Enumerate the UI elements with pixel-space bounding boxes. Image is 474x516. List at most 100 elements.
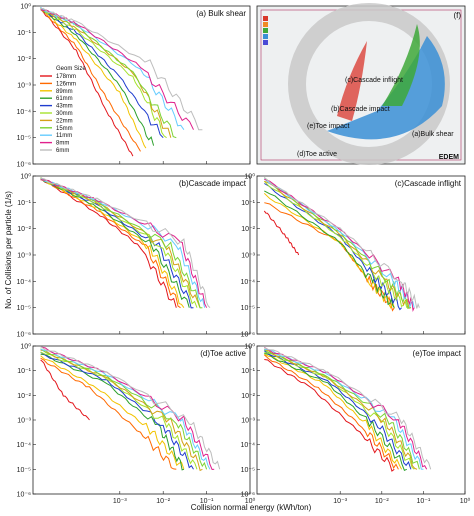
y-tick-label: 10⁰ [20, 3, 31, 11]
series-line-43mm [40, 9, 164, 139]
series-line-178mm [263, 210, 300, 256]
legend-label: 6mm [56, 148, 69, 154]
y-tick-label: 10⁻¹ [17, 30, 31, 37]
series-line-30mm [264, 352, 415, 470]
y-tick-label: 10⁻⁵ [241, 305, 255, 312]
zone-label: (c)Cascade inflight [345, 77, 403, 84]
zone-label: (b)Cascade impact [331, 106, 390, 113]
panel-title: (a) Bulk shear [196, 9, 246, 18]
charge-cascade [382, 24, 420, 106]
x-tick-label: 10⁻³ [333, 498, 347, 505]
x-tick-label: 10⁻³ [113, 498, 127, 505]
series-line-22mm [264, 180, 412, 309]
series-line-43mm [40, 178, 194, 309]
y-tick-label: 10⁻² [241, 226, 255, 233]
y-tick-label: 10⁻³ [17, 83, 31, 90]
y-tick-label: 10⁻⁴ [17, 109, 32, 116]
series-line-178mm [40, 359, 90, 421]
plot-frame [32, 345, 251, 495]
series-line-178mm [264, 359, 395, 472]
chart-panel-3: 10⁻⁶ 10⁻⁵ 10⁻⁴ 10⁻³ 10⁻² 10⁻¹ 10⁰ (c)Cascade in… [241, 173, 466, 339]
y-tick-label: 10⁰ [20, 173, 31, 181]
legend-label: 89mm [56, 89, 73, 95]
x-tick-label: 10⁻² [375, 498, 389, 505]
series-line-61mm [264, 352, 407, 471]
chart-panels: 10⁻⁶ 10⁻⁵ 10⁻⁴ 10⁻³ 10⁻² 10⁻¹ 10⁰ (a) Bulk shea… [17, 3, 471, 506]
legend-label: 15mm [56, 126, 73, 132]
series-line-61mm [40, 178, 190, 308]
y-tick-label: 10⁻³ [17, 418, 31, 425]
series-line-8mm [40, 8, 194, 130]
series-line-43mm [40, 351, 194, 470]
color-key-swatch [263, 16, 268, 21]
legend-label: 11mm [56, 133, 72, 139]
panel-tag: (f) [453, 11, 461, 20]
figure-xlabel: Collision normal energy (kWh/ton) [191, 503, 312, 512]
series-line-8mm [264, 178, 415, 312]
y-tick-label: 10⁰ [244, 343, 255, 351]
x-tick-label: 10⁻² [156, 498, 170, 505]
plot-frame [256, 175, 466, 335]
series-line-43mm [263, 350, 412, 470]
x-tick-label: 10⁰ [460, 497, 471, 505]
series-line-126mm [40, 9, 141, 152]
panel-title: (c)Cascade inflight [395, 179, 462, 188]
series-line-61mm [264, 190, 395, 308]
y-tick-label: 10⁻⁴ [17, 442, 32, 449]
legend-title: Geom Size [56, 66, 86, 72]
y-tick-label: 10⁻¹ [17, 200, 31, 207]
y-tick-label: 10⁻² [17, 56, 31, 63]
series-line-8mm [40, 179, 208, 308]
y-tick-label: 10⁻⁵ [17, 135, 31, 142]
simulation-panel: (c)Cascade inflight (b)Cascade impact (e)T… [256, 3, 466, 165]
legend-label: 126mm [56, 81, 76, 87]
y-tick-label: 10⁻⁴ [241, 279, 256, 286]
y-tick-label: 10⁻¹ [17, 368, 31, 375]
y-tick-label: 10⁻² [17, 393, 31, 400]
plot-frame [32, 175, 251, 335]
y-tick-label: 10⁻² [241, 393, 255, 400]
chart-panel-4: 10⁻⁶ 10⁻⁵ 10⁻⁴ 10⁻³ 10⁻² 10⁻¹ 10⁰ 10⁻³ 10⁻² 10⁻¹ 1… [17, 343, 256, 506]
y-tick-label: 10⁰ [244, 173, 255, 181]
y-tick-label: 10⁻² [17, 226, 31, 233]
series-line-22mm [40, 349, 203, 472]
series-line-6mm [40, 7, 203, 131]
legend-label: 8mm [56, 141, 69, 147]
figure-ylabel: No. of Collisions per particle (1/s) [4, 191, 13, 309]
legend-label: 43mm [56, 104, 73, 110]
y-tick-label: 10⁻¹ [241, 200, 255, 207]
series-line-61mm [40, 353, 185, 471]
x-tick-label: 10⁻¹ [200, 498, 214, 505]
y-tick-label: 10⁻⁶ [241, 332, 255, 339]
legend-label: 61mm [56, 96, 73, 102]
legend-label: 22mm [56, 118, 73, 124]
brand-mark: EDEM [439, 154, 459, 161]
y-tick-label: 10⁻⁶ [17, 332, 31, 339]
series-line-6mm [40, 346, 221, 470]
x-tick-label: 10⁰ [245, 497, 256, 505]
y-tick-label: 10⁻⁶ [17, 162, 31, 169]
x-tick-label: 10⁻¹ [416, 498, 430, 505]
y-tick-label: 10⁻⁵ [17, 467, 31, 474]
series-line-89mm [40, 8, 147, 149]
series-line-6mm [263, 177, 420, 309]
series-line-15mm [40, 178, 203, 309]
series-line-22mm [264, 348, 418, 470]
series-line-126mm [40, 357, 177, 470]
series-line-126mm [263, 354, 399, 470]
legend-label: 178mm [56, 74, 76, 80]
series-line-6mm [264, 347, 432, 470]
y-tick-label: 10⁻¹ [241, 368, 255, 375]
series-line-89mm [40, 355, 185, 470]
y-tick-label: 10⁻⁶ [241, 492, 255, 499]
y-tick-label: 10⁰ [20, 343, 31, 351]
color-key-swatch [263, 22, 268, 27]
chart-panel-2: 10⁻⁶ 10⁻⁵ 10⁻⁴ 10⁻³ 10⁻² 10⁻¹ 10⁰ (b)Cascade im… [17, 173, 251, 339]
charge-inflight [337, 41, 367, 121]
series-line-11mm [264, 348, 424, 470]
series-line-15mm [40, 8, 177, 139]
color-key-swatch [263, 28, 268, 33]
y-tick-label: 10⁻⁶ [17, 492, 31, 499]
